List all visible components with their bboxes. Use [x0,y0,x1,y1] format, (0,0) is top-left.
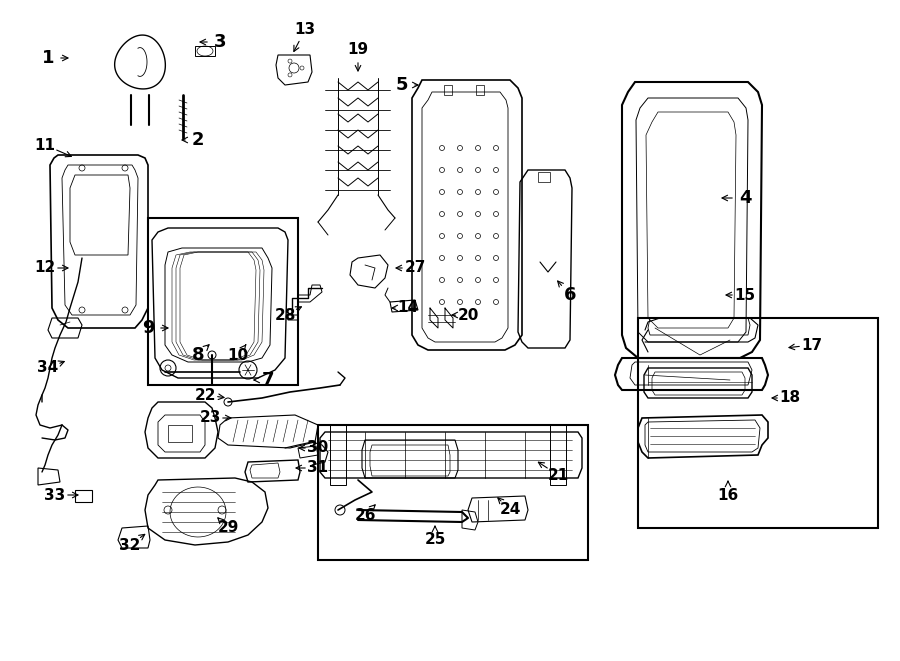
Text: 34: 34 [38,360,58,375]
Text: 1: 1 [41,49,54,67]
Text: 24: 24 [500,502,521,518]
Text: 8: 8 [192,346,204,364]
Text: 32: 32 [120,537,140,553]
Text: 14: 14 [398,301,418,315]
Text: 9: 9 [142,319,154,337]
Text: 10: 10 [228,348,248,362]
Text: 17: 17 [801,338,823,352]
Text: 18: 18 [779,391,801,405]
Text: 4: 4 [739,189,752,207]
Text: 7: 7 [262,371,274,389]
Text: 2: 2 [192,131,204,149]
Text: 6: 6 [563,286,576,304]
Text: 16: 16 [717,488,739,502]
Text: 33: 33 [44,488,66,502]
Text: 23: 23 [199,410,220,426]
Text: 3: 3 [214,33,226,51]
Text: 19: 19 [347,42,369,58]
Text: 11: 11 [34,137,56,153]
Text: 31: 31 [308,461,328,475]
Text: 5: 5 [396,76,409,94]
Text: 29: 29 [217,520,239,535]
Bar [638,318,878,528]
Text: 12: 12 [34,260,56,276]
Text: 25: 25 [424,533,446,547]
Text: 22: 22 [194,387,216,403]
Bar [148,218,298,385]
Text: 13: 13 [294,22,316,38]
Text: 26: 26 [355,508,376,522]
Text: 15: 15 [734,288,756,303]
Text: 21: 21 [547,467,569,483]
Text: 30: 30 [308,440,328,455]
Bar [318,425,588,560]
Text: 28: 28 [274,307,296,323]
Text: 20: 20 [457,307,479,323]
Text: 27: 27 [404,260,426,276]
